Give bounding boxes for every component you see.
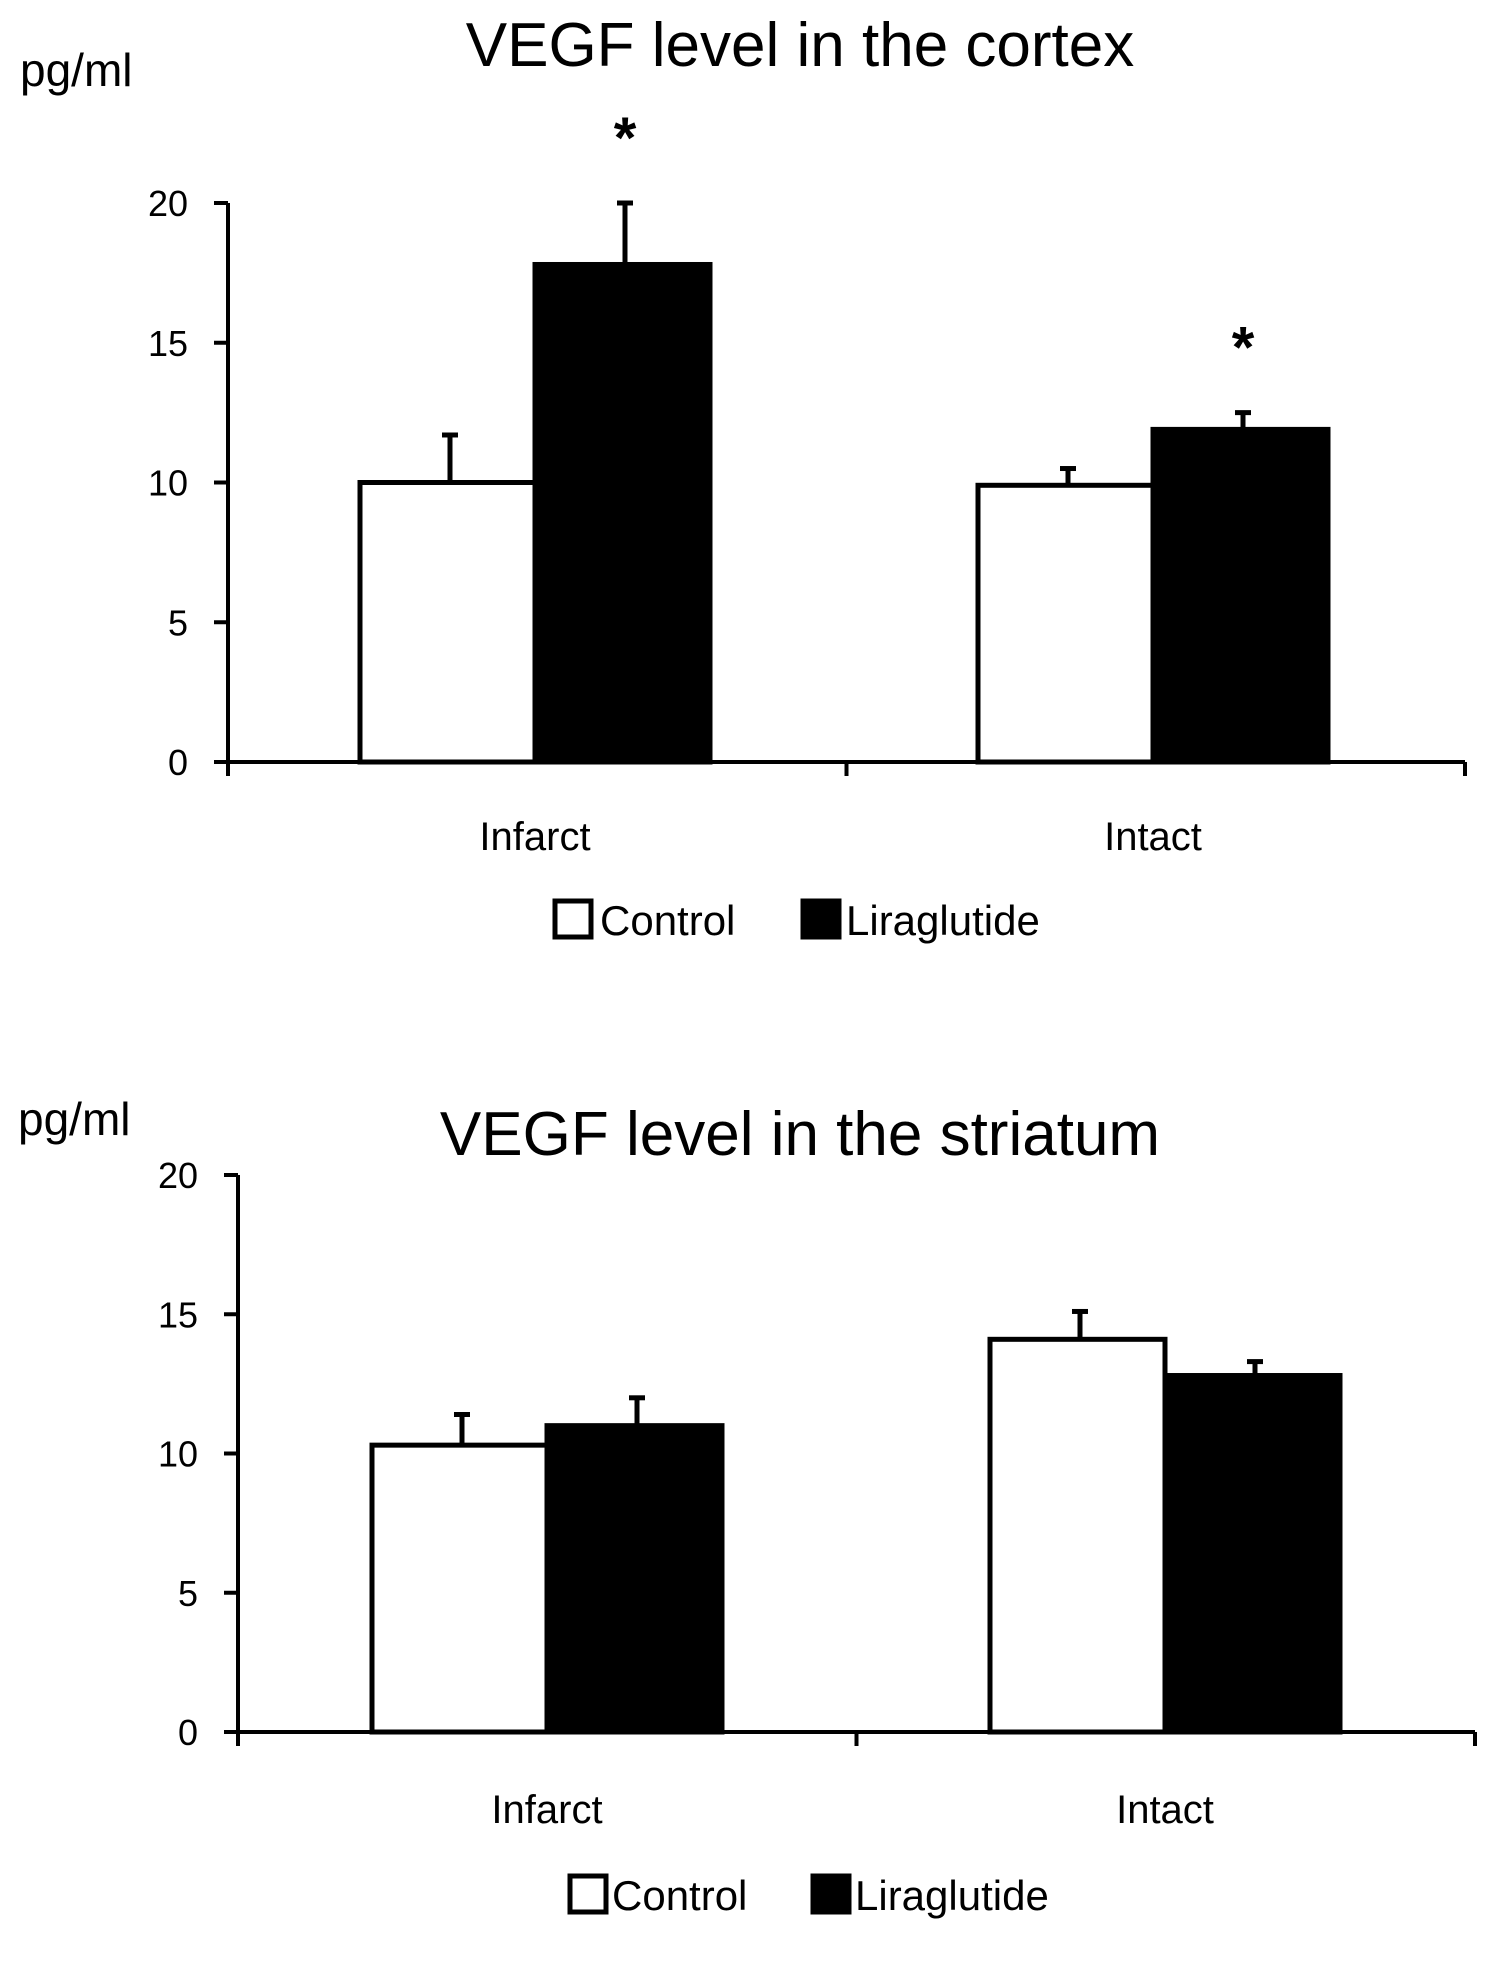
legend-label-liraglutide: Liraglutide	[855, 1872, 1049, 1919]
y-tick-label: 5	[178, 1573, 198, 1614]
bar-control-intact	[975, 482, 1156, 765]
legend-label-control: Control	[612, 1872, 747, 1919]
x-category-label: Intact	[1104, 815, 1202, 859]
legend-label-control: Control	[600, 897, 735, 944]
y-tick-label: 20	[148, 183, 188, 224]
y-tick-label: 0	[168, 742, 188, 783]
y-axis-unit-label: pg/ml	[20, 44, 132, 96]
bar-control-infarct	[369, 1442, 550, 1735]
chart-panel-1: VEGF level in the cortex pg/ml 0 5 10 15 20 Inf…	[20, 11, 1467, 944]
significance-asterisk: *	[1232, 316, 1255, 381]
legend-swatch-control	[567, 1873, 609, 1915]
chart-title: VEGF level in the striatum	[440, 1100, 1160, 1169]
bar-control-infarct	[357, 480, 538, 765]
significance-asterisk: *	[614, 106, 637, 171]
x-category-label: Infarct	[491, 1788, 602, 1832]
chart-title: VEGF level in the cortex	[466, 11, 1135, 80]
y-tick-label: 15	[158, 1294, 198, 1335]
x-category-label: Intact	[1116, 1788, 1214, 1832]
y-tick-label: 5	[168, 602, 188, 643]
y-tick-label: 10	[148, 463, 188, 504]
y-tick-label: 15	[148, 323, 188, 364]
y-tick-label: 20	[158, 1155, 198, 1196]
legend-swatch-liraglutide	[800, 898, 842, 940]
x-category-label: Infarct	[479, 815, 590, 859]
legend-swatch-control	[552, 898, 594, 940]
bar-liraglutide-intact	[1162, 1373, 1343, 1735]
bar-liraglutide-infarct	[544, 1423, 725, 1735]
bar-liraglutide-infarct	[532, 261, 713, 765]
bar-liraglutide-intact	[1150, 426, 1331, 765]
y-tick-label: 0	[178, 1712, 198, 1753]
y-axis-unit-label: pg/ml	[18, 1093, 130, 1145]
legend-label-liraglutide: Liraglutide	[846, 897, 1040, 944]
y-tick-label: 10	[158, 1434, 198, 1475]
bar-control-intact	[987, 1336, 1168, 1735]
chart-panel-2: VEGF level in the striatum pg/ml 0 5 10 15 20 I…	[18, 1093, 1477, 1919]
legend-swatch-liraglutide	[810, 1873, 852, 1915]
